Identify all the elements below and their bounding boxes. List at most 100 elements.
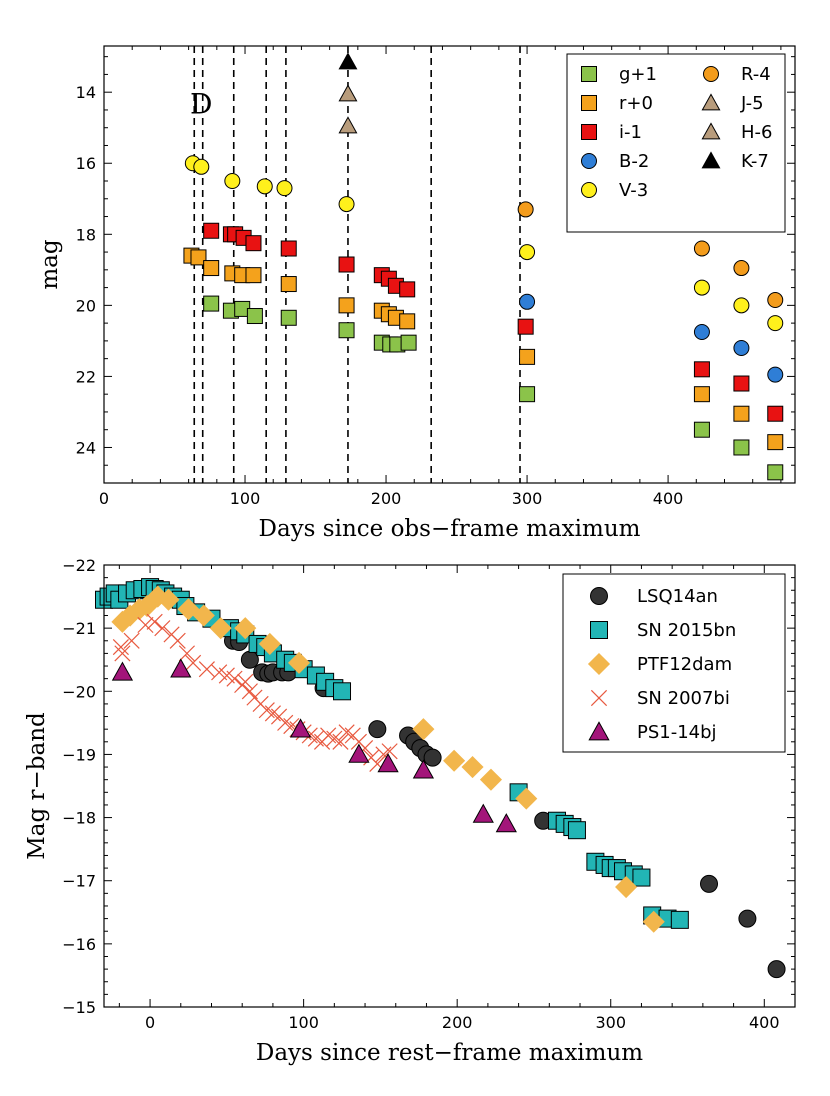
legend: LSQ14an SN 2015bn PTF12dam SN 2007bi PS1-14b… [562,573,786,753]
x-stroke [590,689,608,707]
x-stroke [169,632,186,649]
x-stroke [226,670,243,687]
data-point [472,803,494,823]
data-point [146,613,163,630]
data-point [519,293,536,310]
y-tick-label: −16 [62,935,96,954]
data-point [693,279,710,296]
data-point [280,276,297,293]
data-point [111,661,134,681]
annotation-label: D [190,88,212,121]
data-point [326,730,343,747]
data-point [157,588,180,611]
x-stroke [283,717,300,735]
data-point [670,910,689,929]
data-point [114,645,131,662]
data-point [495,813,517,833]
x-stroke [241,683,258,700]
y-tick-label: −17 [62,872,96,891]
legend-marker [581,124,597,140]
x-stroke [123,632,140,649]
legend-box [566,53,786,233]
x-stroke [307,730,324,747]
x-tick-label: 200 [371,489,402,508]
x-stroke [326,730,343,747]
legend-entry-ps1-14bj: PS1-14bj [588,721,717,743]
data-point [170,658,192,678]
x-stroke [218,667,235,684]
series-ptf12dam [111,585,665,933]
data-point [767,434,784,451]
series-g-1 [203,295,784,481]
data-point [399,313,416,330]
data-point [517,201,534,218]
data-point [307,730,324,747]
data-point [209,617,232,640]
y-tick-label: −22 [62,556,96,575]
x-stroke [258,702,275,719]
y-axis-label: Mag r−band [24,712,50,860]
y-tick-label: −20 [62,682,96,701]
x-tick-label: 300 [595,1013,626,1032]
y-axis-label: mag [37,239,63,290]
series-sn-2015bn [95,578,689,929]
x-stroke [381,743,398,760]
data-point [733,297,750,314]
data-point [738,909,757,928]
data-point [146,585,169,608]
data-point [123,632,140,649]
data-point [198,661,215,678]
legend-entry-v-3: V-3 [581,180,648,201]
x-stroke [178,645,195,662]
x-stroke [137,616,154,634]
data-point [733,439,750,456]
data-point [280,240,297,257]
x-stroke [375,746,392,763]
legend-entry-sn-2015bn: SN 2015bn [590,620,736,641]
data-point [733,375,750,392]
data-point [519,244,536,261]
data-point [381,743,398,760]
data-point [767,315,784,332]
series-k-7 [338,52,358,70]
data-point [258,632,281,655]
x-stroke [237,673,254,690]
data-point [519,348,536,365]
x-tick-label: 100 [288,1013,319,1032]
data-point [693,386,710,403]
data-point [332,733,349,750]
legend-entry-k-7: K-7 [701,151,769,172]
plot-frame [103,45,796,484]
x-stroke [332,733,349,750]
data-point [767,366,784,383]
data-point [256,178,273,195]
data-point [333,682,352,701]
data-point [224,173,241,190]
series-sn-2007bi [112,613,398,772]
data-point [443,749,466,772]
x-stroke [320,727,337,744]
legend-entry-r-4: R-4 [703,64,771,85]
x-stroke [211,664,228,681]
data-point [112,639,129,656]
x-tick-label: 0 [99,489,109,508]
x-stroke [112,639,129,656]
legend-entry-i-1: i-1 [581,122,642,143]
series-i-1 [203,222,784,422]
data-point [767,292,784,309]
legend-marker [703,66,719,82]
legend-label: J-5 [740,93,764,114]
y-tick-label: 22 [76,367,96,386]
series-ps1-14bj [111,658,517,833]
data-point [632,868,651,887]
data-point [693,361,710,378]
data-point [320,727,337,744]
data-point [338,724,355,741]
y-tick-label: 20 [76,296,96,315]
data-point [368,720,387,739]
series-j-5 [338,84,358,102]
legend-label: PTF12dam [637,654,732,675]
data-point [733,339,750,356]
data-point [245,235,262,252]
